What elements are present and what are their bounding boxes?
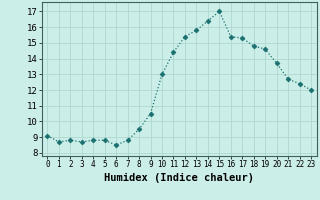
X-axis label: Humidex (Indice chaleur): Humidex (Indice chaleur) xyxy=(104,173,254,183)
